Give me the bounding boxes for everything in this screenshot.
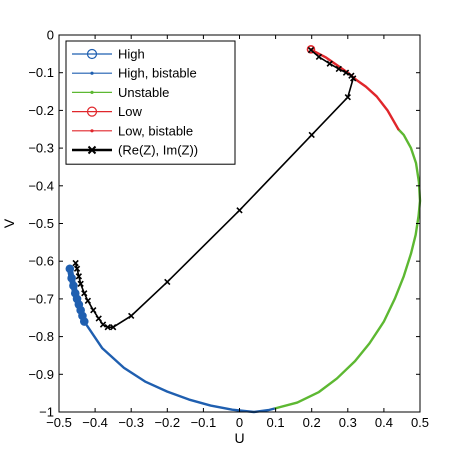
legend-marker-2 bbox=[90, 90, 94, 94]
series-5-point-16 bbox=[90, 307, 97, 314]
legend-box bbox=[65, 40, 236, 165]
legend-label-0: High bbox=[118, 47, 145, 62]
x-tick-label-9: 0.4 bbox=[375, 415, 393, 430]
y-tick-label-6: −0.6 bbox=[28, 254, 54, 269]
series-5-point-8 bbox=[308, 131, 315, 139]
legend-label-5: (Re(Z), Im(Z)) bbox=[118, 143, 198, 158]
series-5-point-12 bbox=[109, 324, 117, 331]
legend-label-1: High, bistable bbox=[118, 66, 197, 81]
x-tick-label-0: −0.5 bbox=[46, 415, 72, 430]
y-tick-label-10: −1 bbox=[39, 405, 54, 420]
legend-label-4: Low, bistable bbox=[118, 123, 193, 138]
series-5-point-2 bbox=[326, 60, 333, 67]
y-tick-label-0: 0 bbox=[47, 28, 54, 43]
x-tick-label-5: 0 bbox=[236, 415, 243, 430]
axes: −0.5 −0.4 −0.3 −0.2 −0.1 0 0.1 0.2 0.3 0.4 0.5 0 −0.… bbox=[28, 28, 429, 431]
y-tick-label-7: −0.7 bbox=[28, 291, 54, 306]
legend-marker-5 bbox=[87, 145, 97, 155]
series-5-point-0 bbox=[307, 46, 315, 54]
series-5-point-19 bbox=[77, 280, 84, 287]
series-5-point-3 bbox=[335, 65, 342, 73]
series-5-point-4 bbox=[342, 69, 350, 76]
x-tick-label-6: 0.1 bbox=[267, 415, 285, 430]
x-tick-label-8: 0.3 bbox=[339, 415, 357, 430]
legend-label-2: Unstable bbox=[118, 85, 169, 100]
x-tick-label-7: 0.2 bbox=[303, 415, 321, 430]
series-5-point-1 bbox=[315, 53, 323, 61]
series-0-line bbox=[66, 265, 88, 325]
series-5-point-11 bbox=[128, 312, 135, 320]
y-tick-label-9: −0.9 bbox=[28, 367, 54, 382]
series-3-point-0 bbox=[306, 45, 316, 54]
y-tick-label-3: −0.3 bbox=[28, 141, 54, 156]
series-5-point-18 bbox=[81, 290, 88, 297]
legend-marker-1 bbox=[90, 71, 94, 75]
legend-marker-0 bbox=[86, 48, 98, 60]
y-tick-label-1: −0.1 bbox=[28, 65, 54, 80]
y-tick-label-5: −0.5 bbox=[28, 216, 54, 231]
series-5-point-13 bbox=[104, 324, 111, 331]
x-tick-label-10: 0.5 bbox=[411, 415, 429, 430]
legend-marker-3 bbox=[86, 106, 98, 117]
series-5-point-15 bbox=[95, 315, 102, 322]
legend-label-3: Low bbox=[118, 104, 142, 119]
series-5-point-17 bbox=[84, 297, 92, 304]
series-1-line bbox=[83, 320, 277, 414]
plot-area bbox=[65, 45, 422, 414]
x-tick-label-2: −0.3 bbox=[118, 415, 144, 430]
series-2-line bbox=[274, 128, 422, 410]
legend: High High, bistable Unstable Low Low, bistab… bbox=[65, 40, 236, 165]
x-tick-label-3: −0.2 bbox=[154, 415, 180, 430]
y-tick-label-8: −0.8 bbox=[28, 329, 54, 344]
x-tick-label-1: −0.4 bbox=[82, 415, 108, 430]
x-axis-label: U bbox=[234, 430, 244, 446]
series-5-point-7 bbox=[344, 94, 351, 101]
legend-marker-4 bbox=[90, 129, 94, 133]
series-5-point-21 bbox=[73, 265, 81, 272]
series-5-point-14 bbox=[99, 321, 107, 328]
series-5-point-9 bbox=[236, 207, 243, 214]
x-tick-label-4: −0.1 bbox=[191, 415, 217, 430]
series-5-point-20 bbox=[75, 273, 83, 280]
series-5-point-10 bbox=[164, 278, 171, 286]
series-5-point-6 bbox=[350, 75, 357, 82]
y-tick-label-4: −0.4 bbox=[28, 178, 54, 193]
y-tick-label-2: −0.2 bbox=[28, 103, 54, 118]
y-axis-label: V bbox=[1, 218, 17, 228]
series-5-point-22 bbox=[72, 259, 79, 267]
